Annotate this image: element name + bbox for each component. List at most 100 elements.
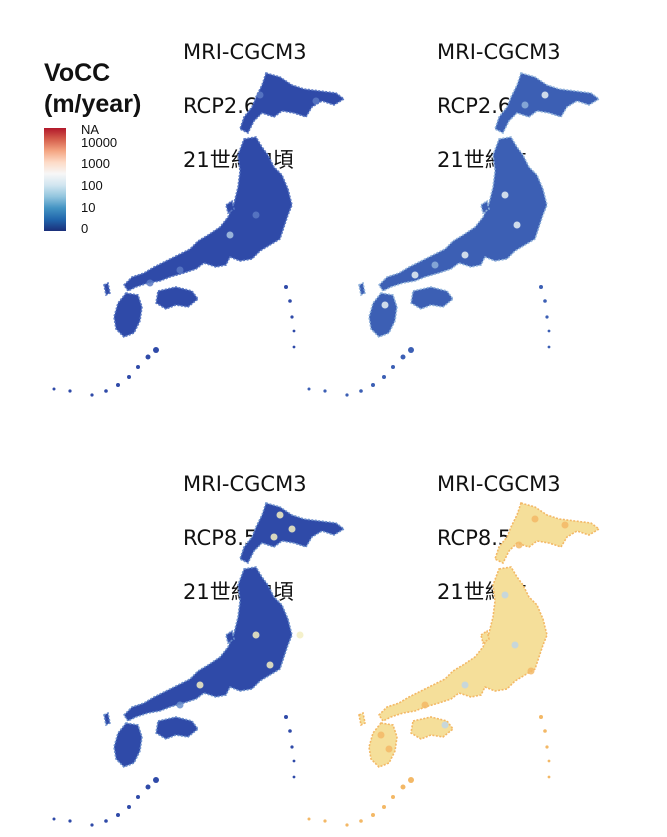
hotspot-5 (527, 667, 535, 675)
island-13 (547, 775, 551, 779)
island-13 (292, 775, 296, 779)
panel-4-model: MRI-CGCM3 (437, 472, 561, 496)
island-3 (127, 805, 131, 809)
region-tsushima (103, 281, 111, 297)
island-4 (116, 383, 120, 387)
hotspot-0 (541, 91, 549, 99)
legend-tick-100: 100 (81, 178, 103, 193)
hotspot-5 (196, 681, 204, 689)
island-9 (539, 285, 543, 289)
japan-map-rcp26-end (307, 72, 601, 397)
legend-tick-10000: 10000 (81, 135, 118, 150)
hotspot-4 (511, 641, 519, 649)
island-4 (371, 813, 375, 817)
island-7 (68, 819, 72, 823)
island-2 (391, 365, 395, 369)
hotspot-6 (461, 681, 469, 689)
island-12 (547, 759, 551, 763)
island-6 (90, 823, 94, 827)
region-sado (480, 629, 490, 645)
hotspot-0 (531, 515, 539, 523)
panel-2-model: MRI-CGCM3 (437, 40, 561, 64)
hotspot-3 (176, 266, 184, 274)
island-2 (136, 365, 140, 369)
island-5 (104, 389, 108, 393)
region-hokkaido (494, 502, 601, 565)
hotspot-7 (431, 261, 439, 269)
island-3 (382, 805, 386, 809)
island-8 (52, 817, 56, 821)
island-11 (545, 315, 549, 319)
region-honshu (377, 136, 548, 293)
island-7 (68, 389, 72, 393)
hotspot-0 (276, 511, 284, 519)
panel-title-1: MRI-CGCM3 RCP2.6 21世紀中頃 (183, 12, 307, 201)
legend-colorbar (44, 128, 66, 231)
hotspot-1 (288, 525, 296, 533)
hotspot-2 (581, 93, 589, 101)
island-10 (288, 729, 292, 733)
panel-4-scenario: RCP8.5 (437, 526, 512, 550)
island-3 (382, 375, 386, 379)
region-tsushima (358, 281, 366, 297)
hotspot-0 (256, 91, 264, 99)
island-13 (547, 345, 551, 349)
island-12 (292, 759, 296, 763)
island-9 (539, 715, 543, 719)
hotspot-6 (176, 701, 184, 709)
island-2 (136, 795, 140, 799)
region-kyushu (368, 292, 398, 338)
island-11 (290, 745, 294, 749)
region-sado (225, 199, 235, 215)
region-hokkaido (239, 72, 346, 135)
island-1 (145, 354, 151, 360)
hotspot-10 (441, 721, 449, 729)
hotspot-1 (312, 97, 320, 105)
island-3 (127, 375, 131, 379)
hotspot-4 (513, 221, 521, 229)
island-9 (284, 715, 288, 719)
hotspot-2 (252, 211, 260, 219)
legend-title-line2: (m/year) (44, 90, 142, 118)
island-2 (391, 795, 395, 799)
island-10 (543, 299, 547, 303)
hotspot-9 (377, 731, 385, 739)
island-0 (408, 347, 414, 353)
hotspot-3 (252, 631, 260, 639)
hotspot-8 (381, 301, 389, 309)
hotspot-3 (501, 191, 509, 199)
island-11 (545, 745, 549, 749)
hotspot-7 (421, 701, 429, 709)
legend-tick-0: 0 (81, 221, 89, 236)
region-shikoku (155, 286, 200, 310)
panel-3-model: MRI-CGCM3 (183, 472, 307, 496)
island-6 (345, 823, 349, 827)
japan-map-rcp26-mid (52, 72, 346, 397)
island-5 (104, 819, 108, 823)
region-honshu (122, 136, 293, 293)
island-10 (543, 729, 547, 733)
region-kyushu (113, 722, 143, 768)
japan-map-rcp85-mid (52, 502, 346, 827)
region-shikoku (410, 716, 455, 740)
hotspot-4 (266, 661, 274, 669)
hotspot-5 (461, 251, 469, 259)
region-kyushu (113, 292, 143, 338)
island-12 (547, 329, 551, 333)
island-0 (408, 777, 414, 783)
legend-tick-10: 10 (81, 200, 96, 215)
hotspot-7 (296, 631, 304, 639)
island-6 (90, 393, 94, 397)
island-4 (116, 813, 120, 817)
region-shikoku (410, 286, 455, 310)
panel-2-scenario: RCP2.6 (437, 94, 512, 118)
hotspot-2 (515, 541, 523, 549)
hotspot-5 (226, 231, 234, 239)
hotspot-1 (521, 101, 529, 109)
island-11 (290, 315, 294, 319)
hotspot-1 (561, 521, 569, 529)
region-hokkaido (494, 72, 601, 135)
island-1 (400, 784, 406, 790)
legend-title-line1: VoCC (44, 59, 111, 87)
region-tsushima (103, 711, 111, 727)
